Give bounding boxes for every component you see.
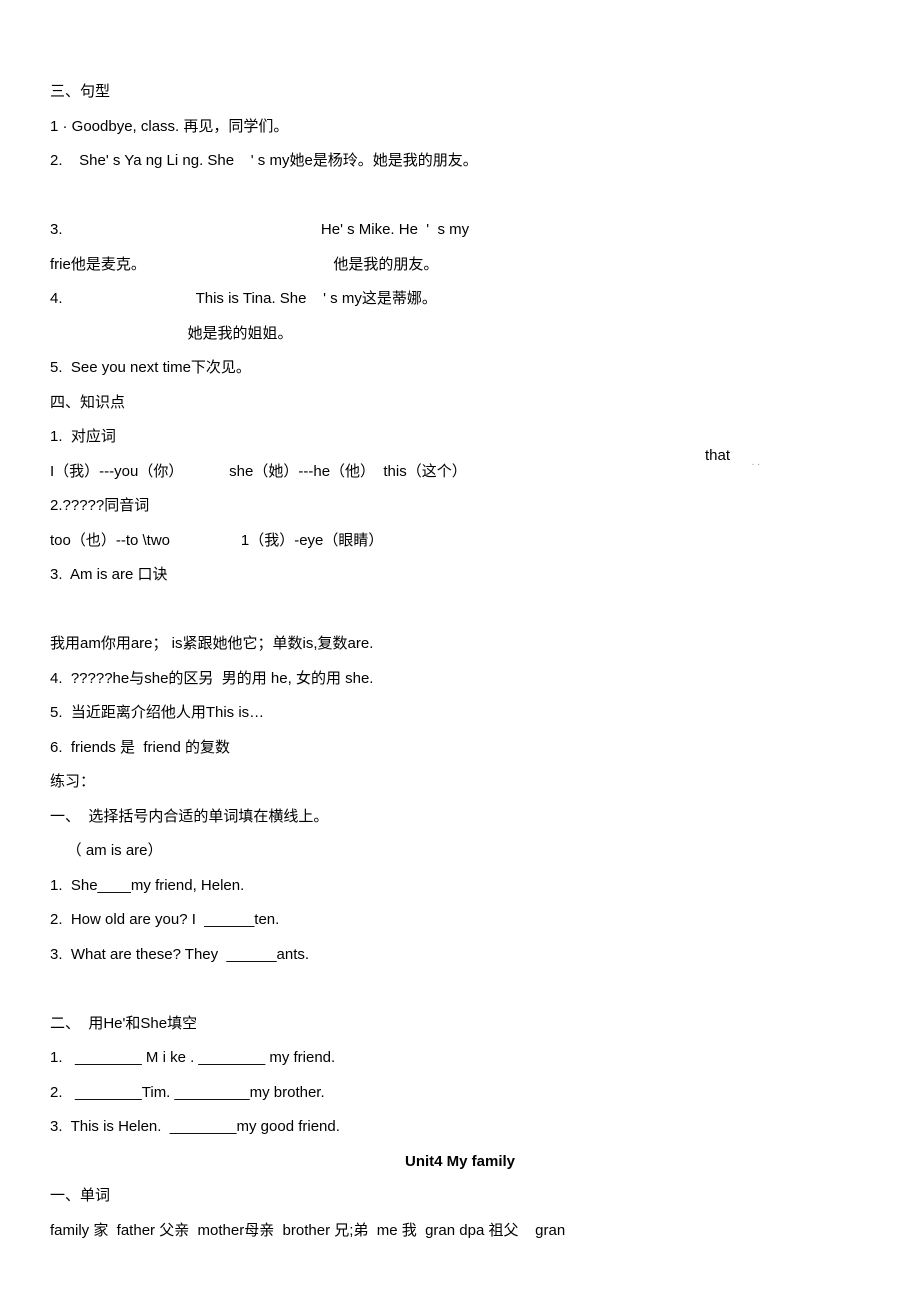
vocabulary-line: family 家 father 父亲 mother母亲 brother 兄;弟 … xyxy=(50,1214,870,1249)
exercise-question: 3. This is Helen. ________my good friend… xyxy=(50,1110,870,1145)
sentence-line: 4. This is Tina. She ' s my这是蒂娜。 xyxy=(50,282,870,317)
point-content: I（我）---you（你） she（她）---he（他） this（这个） xyxy=(50,455,870,490)
blank-line xyxy=(50,593,870,628)
section-header: 一、单词 xyxy=(50,1179,870,1214)
point-line: 5. 当近距离介绍他人用This is… xyxy=(50,696,870,731)
sentence-line: 5. See you next time下次见。 xyxy=(50,351,870,386)
practice-header: 练习： xyxy=(50,765,870,800)
document-page: 三、句型 1 · Goodbye, class. 再见，同学们。 2. She'… xyxy=(0,0,920,1303)
unit-title: Unit4 My family xyxy=(50,1145,870,1180)
floating-dots: . . xyxy=(752,457,760,468)
section-header: 四、知识点 xyxy=(50,386,870,421)
floating-word: that xyxy=(705,447,730,464)
point-header: 3. Am is are 口诀 xyxy=(50,558,870,593)
sentence-line: 她是我的姐姐。 xyxy=(50,317,870,352)
blank-line xyxy=(50,972,870,1007)
point-line: 4. ?????he与she的区另 男的用 he, 女的用 she. xyxy=(50,662,870,697)
point-header: 2.?????同音词 xyxy=(50,489,870,524)
sentence-line: frie他是麦克。 他是我的朋友。 xyxy=(50,248,870,283)
floating-container: that . . I（我）---you（你） she（她）---he（他） th… xyxy=(50,455,870,490)
point-content: 我用am你用are； is紧跟她他它；单数is,复数are. xyxy=(50,627,870,662)
sentence-line: 2. She' s Ya ng Li ng. She ' s my她e是杨玲。她… xyxy=(50,144,870,179)
exercise-header: 二、 用He'和She填空 xyxy=(50,1007,870,1042)
exercise-question: 2. ________Tim. _________my brother. xyxy=(50,1076,870,1111)
exercise-question: 1. She____my friend, Helen. xyxy=(50,869,870,904)
section-header: 三、句型 xyxy=(50,75,870,110)
exercise-question: 1. ________ M i ke . ________ my friend. xyxy=(50,1041,870,1076)
blank-line xyxy=(50,179,870,214)
exercise-question: 3. What are these? They ______ants. xyxy=(50,938,870,973)
exercise-header: 一、 选择括号内合适的单词填在横线上。 xyxy=(50,800,870,835)
exercise-question: 2. How old are you? I ______ten. xyxy=(50,903,870,938)
point-line: 6. friends 是 friend 的复数 xyxy=(50,731,870,766)
sentence-line: 1 · Goodbye, class. 再见，同学们。 xyxy=(50,110,870,145)
point-header: 1. 对应词 xyxy=(50,420,870,455)
point-content: too（也）--to \two 1（我）-eye（眼睛） xyxy=(50,524,870,559)
sentence-line: 3. He' s Mike. He ' s my xyxy=(50,213,870,248)
exercise-options: （ am is are） xyxy=(50,834,870,869)
